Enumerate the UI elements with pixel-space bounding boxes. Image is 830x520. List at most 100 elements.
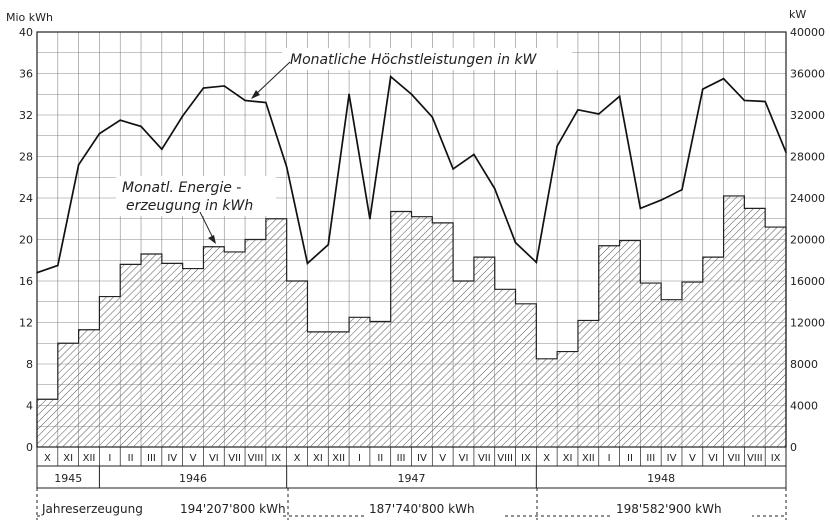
- energy-bar: [141, 254, 162, 447]
- energy-bar: [224, 251, 246, 447]
- peak-power-line: [36, 74, 787, 274]
- month-label: VIII: [497, 453, 513, 464]
- bar-label-background: [116, 176, 276, 216]
- energy-bar: [515, 303, 537, 447]
- left-tick-label: 12: [19, 317, 33, 330]
- left-tick-label: 28: [19, 151, 33, 164]
- year-label: 1948: [647, 472, 675, 485]
- month-label: V: [689, 453, 696, 464]
- energy-bar: [99, 296, 121, 447]
- peak-power-point: [57, 264, 59, 267]
- month-label: III: [646, 453, 655, 464]
- left-tick-label: 24: [19, 192, 33, 205]
- right-tick-label: 40000: [790, 26, 825, 39]
- peak-power-point: [202, 87, 205, 89]
- right-tick-label: 32000: [790, 109, 825, 122]
- left-tick-label: 36: [19, 68, 33, 81]
- month-label: X: [543, 453, 550, 464]
- month-labels: X XI XII I II III IV V VI VII VIII IX X XI XII I II III IV…: [36, 447, 787, 488]
- energy-bar: [619, 240, 641, 447]
- year-labels: 1945 1946 1947 1948: [37, 466, 786, 489]
- month-label: II: [627, 453, 633, 464]
- bar-annotation-arrowhead: [208, 235, 216, 244]
- energy-bar: [390, 211, 412, 447]
- peak-power-point: [161, 148, 163, 151]
- energy-bar: [369, 321, 391, 447]
- energy-bar: [78, 329, 100, 447]
- peak-power-point: [514, 241, 517, 244]
- right-tick-label: 20000: [790, 234, 825, 247]
- energy-bar: [723, 195, 745, 447]
- month-label: IV: [167, 453, 177, 464]
- annual-total-1946: 194'207'800 kWh: [180, 502, 286, 516]
- month-label: V: [190, 453, 197, 464]
- bar-annotation-line-2: erzeugung in kWh: [126, 198, 253, 214]
- month-label: III: [397, 453, 406, 464]
- left-tick-label: 40: [19, 26, 33, 39]
- right-tick-label: 28000: [790, 151, 825, 164]
- month-label: IV: [667, 453, 677, 464]
- energy-bar: [681, 282, 703, 447]
- annual-total-1947: 187'740'800 kWh: [369, 502, 475, 516]
- peak-power-point: [77, 164, 80, 166]
- annual-label: Jahreserzeugung: [41, 502, 143, 516]
- energy-bar: [702, 257, 724, 447]
- energy-bar: [265, 218, 287, 447]
- energy-bar: [744, 208, 766, 447]
- year-label: 1947: [398, 472, 426, 485]
- left-tick-label: 4: [26, 400, 33, 413]
- month-label: II: [128, 453, 134, 464]
- right-tick-label: 8000: [790, 358, 818, 371]
- right-tick-label: 24000: [790, 192, 825, 205]
- month-label: IX: [521, 453, 531, 464]
- month-label: IX: [771, 453, 781, 464]
- peak-power-point: [285, 166, 288, 168]
- energy-bar: [557, 351, 578, 447]
- peak-power-point: [639, 207, 642, 210]
- energy-bar: [203, 246, 225, 447]
- right-tick-label: 4000: [790, 400, 818, 413]
- month-label: III: [147, 453, 156, 464]
- energy-bar: [598, 245, 620, 447]
- energy-bar: [120, 264, 142, 447]
- peak-power-point: [535, 261, 538, 264]
- energy-bar: [765, 227, 786, 447]
- peak-power-point: [681, 188, 683, 191]
- energy-bar: [161, 263, 183, 447]
- peak-power-point: [452, 168, 454, 170]
- peak-power-point: [327, 243, 330, 246]
- line-annotation: Monatliche Höchstleistungen in kW: [290, 52, 538, 68]
- peak-power-point: [389, 75, 392, 78]
- peak-power-point: [660, 199, 662, 201]
- energy-bar: [307, 331, 329, 447]
- month-label: VII: [228, 453, 241, 464]
- peak-power-point: [223, 85, 226, 87]
- month-label: IX: [271, 453, 281, 464]
- peak-power-point: [473, 153, 475, 156]
- axis-ticks: 0 4 8 12 16 20 24 28 32 36 40 0 4000 8000 12000 16000 20…: [19, 26, 825, 454]
- energy-bar: [661, 299, 682, 447]
- month-label: VIII: [747, 453, 763, 464]
- left-axis-label: Mio kWh: [6, 11, 53, 24]
- peak-power-point: [722, 77, 725, 80]
- year-label: 1945: [54, 472, 82, 485]
- peak-power-point: [265, 101, 267, 104]
- annual-production-row: Jahreserzeugung 194'207'800 kWh 187'740'…: [36, 488, 787, 520]
- month-label: XII: [332, 453, 345, 464]
- peak-power-point: [785, 151, 787, 154]
- month-label: XI: [563, 453, 573, 464]
- month-label: V: [439, 453, 446, 464]
- month-label: IV: [417, 453, 427, 464]
- month-label: XII: [582, 453, 595, 464]
- month-label: I: [108, 453, 111, 464]
- month-label: XI: [63, 453, 73, 464]
- month-label: II: [377, 453, 383, 464]
- month-label: VII: [478, 453, 491, 464]
- peak-power-point: [244, 99, 246, 102]
- left-tick-label: 20: [19, 234, 33, 247]
- peak-power-point: [577, 109, 579, 111]
- energy-bar: [411, 216, 433, 447]
- peak-power-point: [764, 100, 766, 103]
- right-tick-label: 36000: [790, 68, 825, 81]
- peak-power-point: [140, 125, 142, 128]
